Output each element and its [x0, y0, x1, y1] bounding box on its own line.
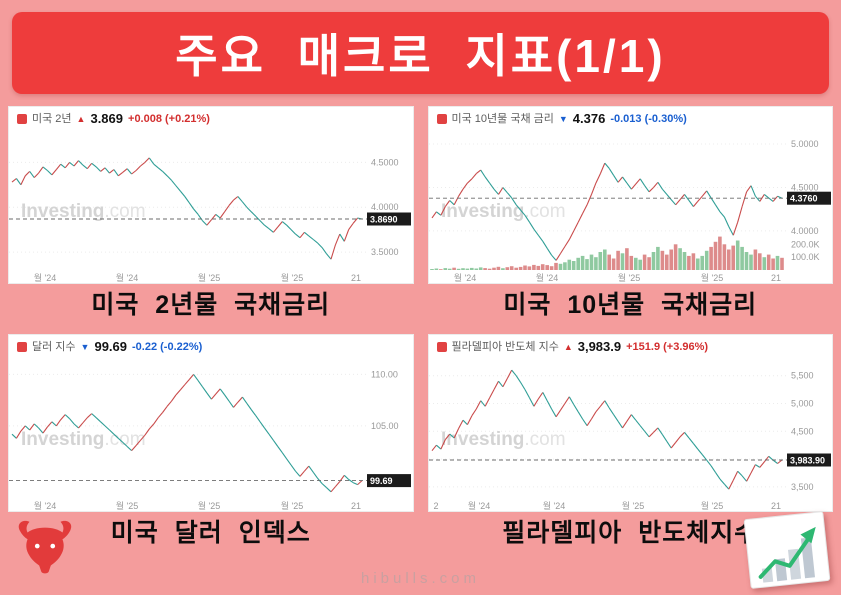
svg-text:200.0K: 200.0K	[791, 239, 820, 249]
svg-text:월 '25: 월 '25	[116, 500, 139, 511]
panel-dollar-index: 달러 지수 ▼ 99.69 -0.22 (-0.22%) 110.00 105.0…	[8, 334, 414, 560]
svg-text:5,500: 5,500	[791, 371, 814, 381]
svg-text:월 '25: 월 '25	[700, 272, 723, 283]
svg-text:월 '24: 월 '24	[542, 500, 565, 511]
chart-caption: 미국 2년물 국채금리	[91, 291, 331, 319]
last-price: 3.869	[90, 111, 124, 126]
chart-card: 필라델피아 반도체 지수 ▲ 3,983.9 +151.9 (+3.96%) 5…	[427, 334, 833, 512]
svg-text:월 '24: 월 '24	[535, 272, 558, 283]
panel-us-10y: 미국 10년물 국채 금리 ▼ 4.376 -0.013 (-0.30%) 5.…	[427, 106, 833, 332]
instrument-icon	[17, 342, 27, 352]
price-change: -0.013 (-0.30%)	[610, 113, 687, 125]
svg-text:4.0000: 4.0000	[371, 202, 399, 212]
title-banner: 주요 매크로 지표(1/1)	[12, 12, 829, 94]
panel-us-2y: 미국 2년 ▲ 3.869 +0.008 (+0.21%) 4.5000 4.00…	[8, 106, 414, 332]
chart-header: 미국 10년물 국채 금리 ▼ 4.376 -0.013 (-0.30%)	[429, 107, 833, 127]
chart-card: 달러 지수 ▼ 99.69 -0.22 (-0.22%) 110.00 105.0…	[8, 334, 414, 512]
instrument-name: 미국 10년물 국채 금리	[451, 113, 554, 125]
direction-arrow-icon: ▼	[80, 342, 90, 352]
svg-text:월 '25: 월 '25	[198, 272, 221, 283]
instrument-name: 달러 지수	[32, 341, 76, 353]
charts-grid: 미국 2년 ▲ 3.869 +0.008 (+0.21%) 4.5000 4.00…	[8, 106, 833, 560]
footer-url: hibulls.com	[360, 570, 481, 587]
svg-text:3,500: 3,500	[791, 482, 814, 492]
svg-text:21: 21	[770, 501, 780, 511]
price-chart-sox[interactable]: 5,5005,0004,5004,0003,500Investing.com3,…	[428, 355, 833, 511]
svg-text:4.3760: 4.3760	[790, 194, 818, 204]
chart-header: 필라델피아 반도체 지수 ▲ 3,983.9 +151.9 (+3.96%)	[429, 335, 833, 355]
svg-text:3,983.90: 3,983.90	[790, 456, 825, 466]
svg-text:4.5000: 4.5000	[371, 157, 399, 167]
svg-text:월 '25: 월 '25	[198, 500, 221, 511]
svg-text:월 '24: 월 '24	[453, 272, 476, 283]
svg-text:4,500: 4,500	[791, 426, 814, 436]
svg-text:21: 21	[351, 501, 361, 511]
chart-caption: 필라델피아 반도체지수	[502, 519, 759, 547]
chart-header: 달러 지수 ▼ 99.69 -0.22 (-0.22%)	[9, 335, 413, 355]
svg-text:21: 21	[351, 273, 361, 283]
panel-sox: 필라델피아 반도체 지수 ▲ 3,983.9 +151.9 (+3.96%) 5…	[427, 334, 833, 560]
chart-card: 미국 10년물 국채 금리 ▼ 4.376 -0.013 (-0.30%) 5.…	[427, 106, 833, 284]
svg-text:5,000: 5,000	[791, 399, 814, 409]
growth-chart-icon	[743, 511, 831, 589]
svg-text:21: 21	[770, 273, 780, 283]
svg-text:Investing.com: Investing.com	[441, 201, 566, 222]
svg-text:월 '24: 월 '24	[467, 500, 490, 511]
price-change: -0.22 (-0.22%)	[132, 341, 203, 353]
page-title: 주요 매크로 지표(1/1)	[175, 30, 666, 82]
svg-text:월 '25: 월 '25	[281, 500, 304, 511]
instrument-icon	[436, 114, 447, 124]
svg-text:3.8690: 3.8690	[370, 215, 398, 225]
chart-header: 미국 2년 ▲ 3.869 +0.008 (+0.21%)	[9, 107, 413, 127]
svg-text:Investing.com: Investing.com	[21, 201, 146, 222]
svg-text:월 '25: 월 '25	[621, 500, 644, 511]
bull-logo	[18, 520, 72, 574]
svg-text:5.0000: 5.0000	[791, 139, 819, 149]
svg-text:4.5000: 4.5000	[791, 183, 819, 193]
svg-text:월 '25: 월 '25	[281, 272, 304, 283]
price-change: +151.9 (+3.96%)	[626, 341, 709, 353]
last-price: 3,983.9	[577, 339, 622, 354]
price-chart-us-2y[interactable]: 4.5000 4.0000 3.5000 Investing.com 3.8690 월 '…	[9, 127, 413, 283]
price-chart-dxy[interactable]: 110.00 105.00 Investing.com 99.69 월 '24 월 '25…	[9, 355, 413, 511]
svg-text:99.69: 99.69	[370, 476, 393, 486]
chart-caption: 미국 10년물 국채금리	[503, 291, 758, 319]
svg-text:월 '24: 월 '24	[34, 272, 57, 283]
svg-text:3.5000: 3.5000	[371, 247, 399, 257]
svg-text:월 '24: 월 '24	[34, 500, 57, 511]
svg-text:월 '24: 월 '24	[116, 272, 139, 283]
svg-text:100.0K: 100.0K	[791, 252, 820, 262]
svg-text:105.00: 105.00	[371, 421, 399, 431]
price-chart-us-10y[interactable]: 5.0000 4.5000 4.0000 Investing.com 200.0K 100…	[428, 127, 833, 283]
direction-arrow-icon: ▼	[558, 114, 568, 124]
instrument-name: 미국 2년	[32, 113, 72, 125]
price-change: +0.008 (+0.21%)	[128, 113, 210, 125]
direction-arrow-icon: ▲	[76, 114, 86, 124]
last-price: 4.376	[572, 111, 606, 126]
svg-text:Investing.com: Investing.com	[441, 429, 566, 450]
instrument-icon	[436, 342, 447, 352]
last-price: 99.69	[94, 339, 128, 354]
chart-card: 미국 2년 ▲ 3.869 +0.008 (+0.21%) 4.5000 4.00…	[8, 106, 414, 284]
svg-text:4.0000: 4.0000	[791, 226, 819, 236]
instrument-name: 필라델피아 반도체 지수	[451, 341, 559, 353]
svg-text:110.00: 110.00	[371, 369, 398, 379]
svg-text:2: 2	[433, 501, 438, 511]
instrument-icon	[17, 114, 27, 124]
svg-text:월 '25: 월 '25	[617, 272, 640, 283]
direction-arrow-icon: ▲	[563, 342, 573, 352]
svg-text:월 '25: 월 '25	[700, 500, 723, 511]
chart-caption: 미국 달러 인덱스	[110, 519, 311, 547]
